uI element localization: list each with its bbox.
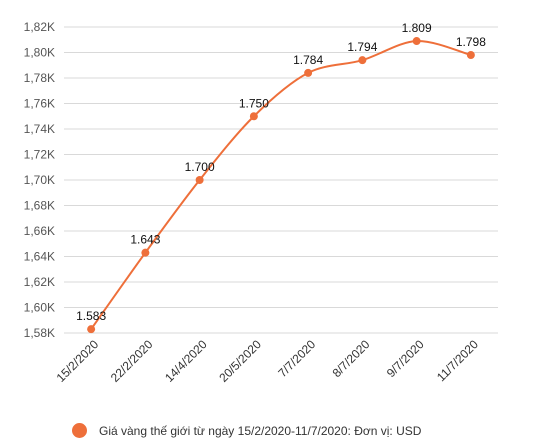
data-point[interactable] bbox=[195, 176, 204, 184]
x-tick-label: 15/2/2020 bbox=[54, 337, 102, 385]
x-tick-label: 14/4/2020 bbox=[162, 337, 210, 385]
series-line bbox=[90, 40, 472, 331]
y-tick-label: 1,60K bbox=[24, 301, 55, 315]
legend: Giá vàng thế giới từ ngày 15/2/2020-11/7… bbox=[72, 423, 421, 438]
data-point[interactable] bbox=[249, 112, 258, 121]
data-point[interactable] bbox=[466, 51, 475, 60]
y-tick-label: 1,82K bbox=[24, 20, 55, 34]
x-tick-label: 7/7/2020 bbox=[275, 337, 318, 380]
y-tick-label: 1,70K bbox=[24, 173, 55, 187]
data-label: 1.784 bbox=[293, 53, 323, 67]
y-tick-label: 1,80K bbox=[24, 46, 55, 60]
data-point[interactable] bbox=[412, 37, 421, 46]
y-tick-label: 1,78K bbox=[24, 71, 55, 85]
y-tick-label: 1,68K bbox=[24, 199, 55, 213]
y-tick-label: 1,58K bbox=[24, 326, 55, 340]
x-axis: 15/2/2020 22/2/2020 14/4/2020 20/5/2020 7/7/… bbox=[54, 337, 482, 385]
data-label: 1.798 bbox=[456, 35, 486, 49]
x-tick-label: 20/5/2020 bbox=[216, 337, 264, 385]
y-tick-label: 1,62K bbox=[24, 275, 55, 289]
grid-layer bbox=[64, 26, 498, 334]
data-point[interactable] bbox=[358, 56, 367, 65]
data-label: 1.583 bbox=[76, 309, 106, 323]
data-label: 1.809 bbox=[402, 21, 432, 35]
legend-label: Giá vàng thế giới từ ngày 15/2/2020-11/7… bbox=[99, 423, 422, 438]
y-tick-label: 1,66K bbox=[24, 224, 55, 238]
y-tick-label: 1,64K bbox=[24, 250, 55, 264]
x-tick-label: 8/7/2020 bbox=[330, 337, 373, 380]
data-point[interactable] bbox=[141, 248, 150, 257]
series-layer bbox=[87, 37, 475, 334]
data-point[interactable] bbox=[304, 68, 313, 77]
data-label: 1.750 bbox=[239, 96, 269, 110]
x-tick-label: 11/7/2020 bbox=[434, 337, 481, 384]
y-axis: 1,58K 1,60K 1,62K 1,64K 1,66K 1,68K 1,70K 1,72K… bbox=[24, 20, 55, 340]
data-label-layer: 1.583 1.643 1.700 1.750 1.784 1.794 1.809 1.798 bbox=[76, 21, 486, 323]
data-label: 1.700 bbox=[185, 160, 215, 174]
y-tick-label: 1,74K bbox=[24, 122, 55, 136]
data-label: 1.643 bbox=[130, 233, 160, 247]
legend-marker-icon bbox=[72, 423, 87, 438]
x-tick-label: 22/2/2020 bbox=[108, 337, 156, 385]
x-tick-label: 9/7/2020 bbox=[384, 337, 427, 380]
data-point[interactable] bbox=[87, 325, 96, 334]
y-tick-label: 1,72K bbox=[24, 148, 55, 162]
data-label: 1.794 bbox=[347, 40, 377, 54]
y-tick-label: 1,76K bbox=[24, 97, 55, 111]
